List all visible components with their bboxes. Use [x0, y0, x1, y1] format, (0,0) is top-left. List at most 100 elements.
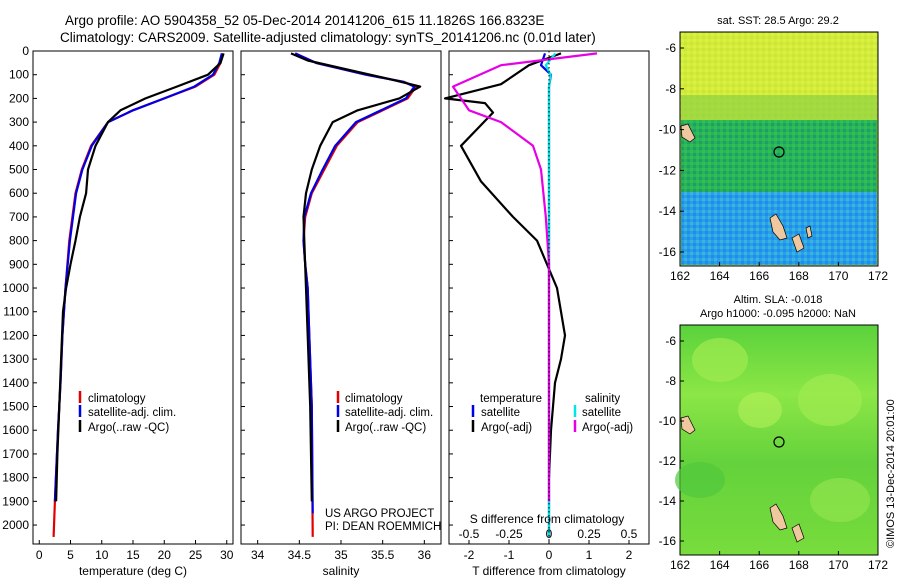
x-tick-label: 2 — [626, 548, 633, 562]
depth-tick-label: 100 — [9, 68, 29, 82]
legend-label-climatology: climatology — [88, 393, 146, 405]
sla-blob — [798, 374, 862, 426]
map-x-tick-label: 164 — [710, 558, 730, 572]
island-vanuatu-south — [791, 523, 805, 543]
sla-map-title-line2: Argo h1000: -0.095 h2000: NaN — [700, 308, 856, 320]
legend-label-s-argo: Argo(-adj) — [582, 422, 633, 434]
x-tick-label: 0 — [546, 548, 553, 562]
sst-transition-band — [681, 95, 877, 120]
figure-title-line1: Argo profile: AO 5904358_52 05-Dec-2014 … — [65, 13, 544, 28]
salinity-axis-label: salinity — [323, 564, 360, 578]
pi-label: PI: DEAN ROEMMICH — [325, 521, 441, 533]
map-y-tick-label: -8 — [665, 82, 676, 96]
sla-map-title-line1: Altim. SLA: -0.018 — [734, 294, 823, 306]
depth-tick-label: 1400 — [2, 376, 29, 390]
sst-map — [679, 31, 879, 267]
difference-series: -2 -1 0 1 2 -0.5 -0.25 0 0.25 0.5 — [443, 51, 638, 562]
map-x-tick-label: 166 — [749, 269, 769, 283]
depth-tick-label: 1300 — [2, 352, 29, 366]
difference-legend: temperature salinity satellite Argo(-adj… — [471, 393, 633, 434]
s-difference-axis-label: S difference from climatology — [470, 512, 625, 526]
depth-tick-label: 1000 — [2, 281, 29, 295]
depth-tick-label: 0 — [22, 44, 29, 58]
depth-tick-label: 500 — [9, 163, 29, 177]
legend-header-temperature: temperature — [480, 393, 542, 405]
temperature-legend: climatology satellite-adj. clim. Argo(..… — [78, 391, 176, 434]
depth-tick-label: 700 — [9, 210, 29, 224]
argo-float-marker — [773, 436, 785, 448]
map-y-tick-label: -14 — [659, 494, 677, 508]
x-tick-label: 30 — [220, 548, 234, 562]
legend-header-salinity: salinity — [585, 393, 620, 405]
x-tick-label: 34 — [251, 548, 265, 562]
map-x-tick-label: 162 — [670, 269, 690, 283]
x-tick-label: 34.5 — [288, 548, 312, 562]
map-x-tick-label: 172 — [868, 269, 888, 283]
sst-map-axes: 162 164 166 168 170 172 -6 -8 -10 -12 -14 -16 — [659, 41, 889, 283]
x-tick-label: 35.5 — [371, 548, 395, 562]
sst-warm-band — [681, 33, 877, 95]
x-tick-label: -2 — [464, 548, 475, 562]
x-tick-label: 1 — [586, 548, 593, 562]
salinity-plot-area — [240, 50, 442, 545]
depth-tick-label: 1200 — [2, 328, 29, 342]
x-tick-label: 0 — [36, 548, 43, 562]
sla-blob — [738, 392, 782, 428]
map-y-tick-label: -14 — [659, 204, 677, 218]
depth-tick-label: 800 — [9, 234, 29, 248]
depth-tick-label: 1100 — [3, 305, 29, 319]
series-line-climatology — [52, 53, 224, 537]
s-diff-tick-label: 0 — [546, 527, 553, 541]
map-x-tick-label: 172 — [868, 558, 888, 572]
map-y-tick-label: -8 — [665, 374, 676, 388]
depth-tick-label: 600 — [9, 186, 29, 200]
map-y-tick-label: -12 — [659, 163, 677, 177]
depth-tick-label: 1700 — [2, 447, 29, 461]
series-line-argo — [55, 53, 225, 502]
temperature-plot-area — [32, 50, 234, 545]
depth-tick-label: 400 — [9, 139, 29, 153]
depth-tick-label: 1500 — [2, 400, 29, 414]
map-x-tick-label: 166 — [749, 558, 769, 572]
sla-blob — [692, 338, 748, 382]
x-tick-label: 5 — [67, 548, 74, 562]
depth-tick-label: 2000 — [2, 518, 29, 532]
map-y-tick-label: -16 — [659, 534, 677, 548]
map-y-tick-label: -10 — [659, 414, 677, 428]
sla-blob — [675, 462, 725, 498]
depth-tick-label: 900 — [9, 257, 29, 271]
s-diff-tick-label: -0.5 — [459, 527, 480, 541]
legend-label-argo: Argo(..raw -QC) — [88, 422, 169, 434]
argo-float-marker — [773, 146, 785, 158]
map-y-tick-label: -16 — [659, 245, 677, 259]
map-y-tick-label: -10 — [659, 123, 677, 137]
island-small — [805, 225, 813, 239]
sla-map-axes: 162 164 166 168 170 172 -6 -8 -10 -12 -14 -16 — [659, 334, 889, 572]
x-tick-label: -1 — [504, 548, 515, 562]
map-y-tick-label: -12 — [659, 454, 677, 468]
map-x-tick-label: 170 — [828, 269, 848, 283]
temperature-series: 0 5 10 15 20 25 30 — [36, 53, 234, 562]
legend-label-t-argo: Argo(-adj) — [481, 422, 532, 434]
sla-map — [675, 324, 879, 556]
map-y-tick-label: -6 — [665, 41, 676, 55]
sla-blob — [810, 478, 870, 522]
depth-tick-label: 300 — [9, 115, 29, 129]
x-tick-label: 10 — [95, 548, 109, 562]
legend-label-satellite: satellite-adj. clim. — [88, 407, 176, 419]
map-y-tick-label: -6 — [665, 334, 676, 348]
series-line-argo — [290, 52, 422, 502]
sst-mid-band — [681, 120, 877, 192]
map-x-tick-label: 170 — [828, 558, 848, 572]
x-tick-label: 36 — [418, 548, 432, 562]
x-tick-label: 25 — [189, 548, 203, 562]
legend-label-s-satellite: satellite — [582, 407, 621, 419]
depth-axis: 0 100 200 300 400 500 600 700 800 900 1000 1100 1200… — [2, 44, 453, 532]
island-vanuatu-north — [769, 503, 788, 531]
series-line-satellite — [53, 53, 223, 502]
series-line-t-argo — [443, 52, 567, 478]
depth-tick-label: 1800 — [2, 471, 29, 485]
t-difference-axis-label: T difference from climatology — [472, 564, 626, 578]
salinity-series: 34 34.5 35 35.5 36 — [251, 52, 432, 562]
